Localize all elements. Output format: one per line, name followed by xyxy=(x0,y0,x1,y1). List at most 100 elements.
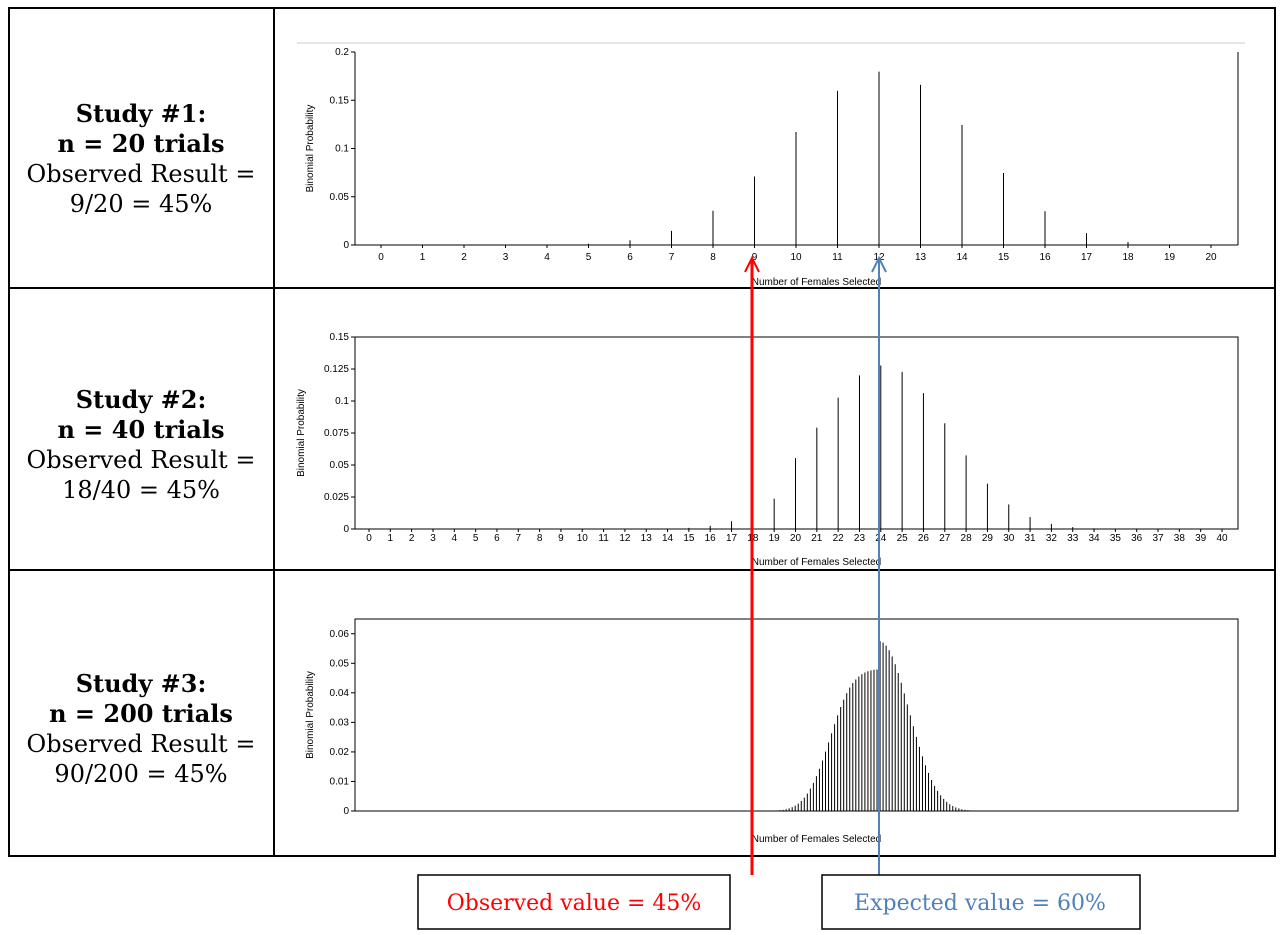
observed-arrow-head xyxy=(744,255,760,273)
x-tick-label: 13 xyxy=(641,533,653,544)
x-tick-label: 9 xyxy=(558,533,564,544)
x-tick-label: 8 xyxy=(710,252,716,263)
x-tick-label: 38 xyxy=(1174,533,1186,544)
plot-frame xyxy=(354,336,1239,530)
x-tick-label: 2 xyxy=(409,533,415,544)
x-tick-label: 19 xyxy=(1164,252,1176,263)
x-tick-label: 26 xyxy=(918,533,930,544)
study-3-n: n = 200 trials xyxy=(49,699,233,728)
x-tick-label: 17 xyxy=(1081,252,1093,263)
x-tick-label: 28 xyxy=(961,533,973,544)
observed-arrow xyxy=(744,255,760,875)
x-tick-label: 31 xyxy=(1025,533,1037,544)
expected-callout-text: Expected value = 60% xyxy=(854,891,1106,916)
x-axis-label: Number of Females Selected xyxy=(752,834,882,845)
x-tick-label: 34 xyxy=(1088,533,1100,544)
x-tick-label: 1 xyxy=(388,533,394,544)
x-tick-label: 39 xyxy=(1195,533,1207,544)
x-tick-label: 10 xyxy=(577,533,589,544)
y-tick-label: 0 xyxy=(343,240,349,251)
expected-arrow xyxy=(871,255,887,875)
x-tick-label: 14 xyxy=(662,533,674,544)
x-tick-label: 6 xyxy=(627,252,633,263)
study-1-title: Study #1: xyxy=(76,99,207,128)
x-tick-label: 37 xyxy=(1152,533,1164,544)
y-axis-label: Binomial Probability xyxy=(305,105,316,193)
y-tick-label: 0.025 xyxy=(324,492,349,503)
x-tick-label: 23 xyxy=(854,533,866,544)
x-tick-label: 6 xyxy=(494,533,500,544)
observed-callout-text: Observed value = 45% xyxy=(447,891,702,916)
x-tick-label: 29 xyxy=(982,533,994,544)
x-tick-label: 3 xyxy=(503,252,509,263)
y-axis-label: Binomial Probability xyxy=(296,389,307,477)
x-tick-label: 12 xyxy=(619,533,631,544)
x-tick-label: 33 xyxy=(1067,533,1079,544)
y-axis-label: Binomial Probability xyxy=(305,671,316,759)
x-tick-label: 9 xyxy=(752,252,758,263)
x-tick-label: 14 xyxy=(956,252,968,263)
x-tick-label: 3 xyxy=(430,533,436,544)
x-axis-label: Number of Females Selected xyxy=(752,557,882,568)
study-2-observed-line2: 18/40 = 45% xyxy=(62,476,220,504)
x-tick-label: 4 xyxy=(452,533,458,544)
x-tick-label: 0 xyxy=(366,533,372,544)
study-1-observed-line1: Observed Result = xyxy=(27,160,256,188)
x-tick-label: 4 xyxy=(544,252,550,263)
study-3-observed-line1: Observed Result = xyxy=(27,730,256,758)
observed-callout: Observed value = 45% xyxy=(417,874,731,930)
x-tick-label: 20 xyxy=(790,533,802,544)
chart-study-3: 0 0.01 0.02 0.03 0.04 0.05 0.06 Number of Femal… xyxy=(305,618,1239,845)
study-2-n: n = 40 trials xyxy=(57,415,224,444)
study-2-text: Study #2: n = 40 trials Observed Result … xyxy=(27,385,256,504)
x-tick-label: 16 xyxy=(705,533,717,544)
study-1-text: Study #1: n = 20 trials Observed Result … xyxy=(27,99,256,218)
x-tick-label: 19 xyxy=(769,533,781,544)
y-tick-label: 0 xyxy=(343,806,349,817)
study-2-title: Study #2: xyxy=(76,385,207,414)
x-tick-label: 8 xyxy=(537,533,543,544)
y-tick-label: 0.125 xyxy=(324,364,349,375)
x-tick-label: 11 xyxy=(598,533,609,544)
study-2-observed-line1: Observed Result = xyxy=(27,446,256,474)
y-tick-label: 0.075 xyxy=(324,428,349,439)
x-tick-label: 7 xyxy=(515,533,521,544)
y-tick-label: 0.05 xyxy=(330,460,350,471)
study-3-observed-line2: 90/200 = 45% xyxy=(54,760,227,788)
x-tick-label: 5 xyxy=(473,533,479,544)
y-tick-label: 0.06 xyxy=(330,629,350,640)
chart-study-1: 00.050.10.150.20 1 2 3 4 5 6 7 8 9 10 11 12 13 14 15 16 1… xyxy=(297,42,1245,288)
expected-arrow-head xyxy=(871,255,887,273)
x-tick-label: 15 xyxy=(998,252,1010,263)
x-tick-label: 10 xyxy=(790,252,802,263)
x-tick-label: 27 xyxy=(939,533,951,544)
y-tick-label: 0.15 xyxy=(330,95,350,106)
y-tick-label: 0.1 xyxy=(335,396,349,407)
x-tick-label: 25 xyxy=(897,533,909,544)
y-tick-label: 0.05 xyxy=(330,192,350,203)
x-tick-label: 24 xyxy=(875,533,887,544)
y-tick-label: 0.02 xyxy=(330,747,350,758)
y-tick-label: 0.03 xyxy=(330,717,350,728)
x-tick-label: 32 xyxy=(1046,533,1058,544)
x-tick-label: 7 xyxy=(669,252,675,263)
x-tick-label: 17 xyxy=(726,533,738,544)
x-tick-label: 35 xyxy=(1110,533,1122,544)
x-tick-label: 15 xyxy=(683,533,695,544)
study-1-n: n = 20 trials xyxy=(57,129,224,158)
y-tick-label: 0.2 xyxy=(335,47,349,58)
x-tick-label: 30 xyxy=(1003,533,1015,544)
study-1-observed-line2: 9/20 = 45% xyxy=(70,190,213,218)
x-tick-label: 13 xyxy=(915,252,927,263)
x-tick-label: 36 xyxy=(1131,533,1143,544)
expected-callout: Expected value = 60% xyxy=(821,874,1141,930)
y-tick-label: 0.1 xyxy=(335,144,349,155)
x-tick-label: 18 xyxy=(1122,252,1134,263)
x-tick-label: 22 xyxy=(833,533,845,544)
x-tick-label: 11 xyxy=(832,252,843,263)
study-3-title: Study #3: xyxy=(76,669,207,698)
x-tick-label: 0 xyxy=(378,252,384,263)
x-tick-label: 1 xyxy=(420,252,426,263)
